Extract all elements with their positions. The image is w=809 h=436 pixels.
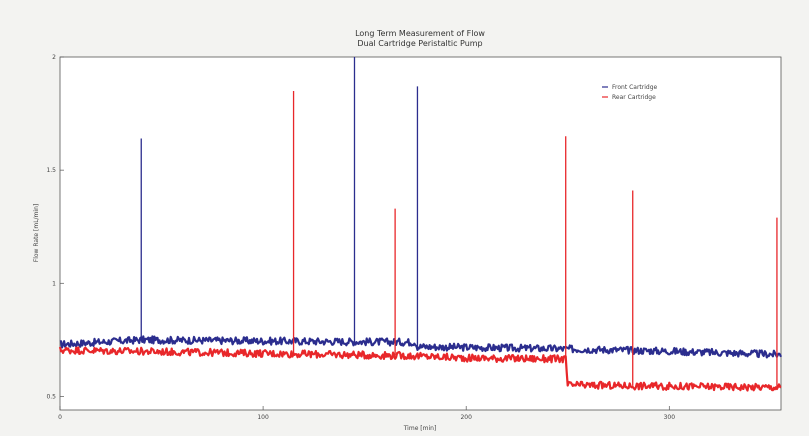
y-axis-label: Flow Rate [mL/min] (33, 204, 40, 262)
x-tick-label-2: 200 (460, 414, 472, 421)
y-tick-label-3: 2 (52, 54, 56, 61)
x-tick-label-0: 0 (58, 414, 62, 421)
axis-layer: 0 100 200 300 0.5 1 1.5 2 (46, 54, 675, 421)
series-1 (58, 90, 782, 392)
x-tick-label-1: 100 (257, 414, 269, 421)
series-line-1 (58, 346, 782, 392)
data-layer (58, 57, 783, 392)
legend-label-front: Front Cartridge (612, 84, 658, 91)
series-0 (59, 57, 783, 359)
legend-label-rear: Rear Cartridge (612, 94, 656, 101)
chart-subtitle: Dual Cartridge Peristaltic Pump (357, 39, 482, 48)
x-axis-label: Time [min] (403, 425, 437, 432)
y-tick-label-1: 1 (52, 280, 56, 287)
chart-title: Long Term Measurement of Flow (355, 29, 485, 38)
y-tick-label-2: 1.5 (46, 167, 56, 174)
legend: Front Cartridge Rear Cartridge (602, 84, 658, 101)
y-tick-label-0: 0.5 (46, 393, 56, 400)
x-tick-label-3: 300 (664, 414, 676, 421)
series-line-0 (59, 335, 783, 359)
plot-area (59, 56, 782, 411)
